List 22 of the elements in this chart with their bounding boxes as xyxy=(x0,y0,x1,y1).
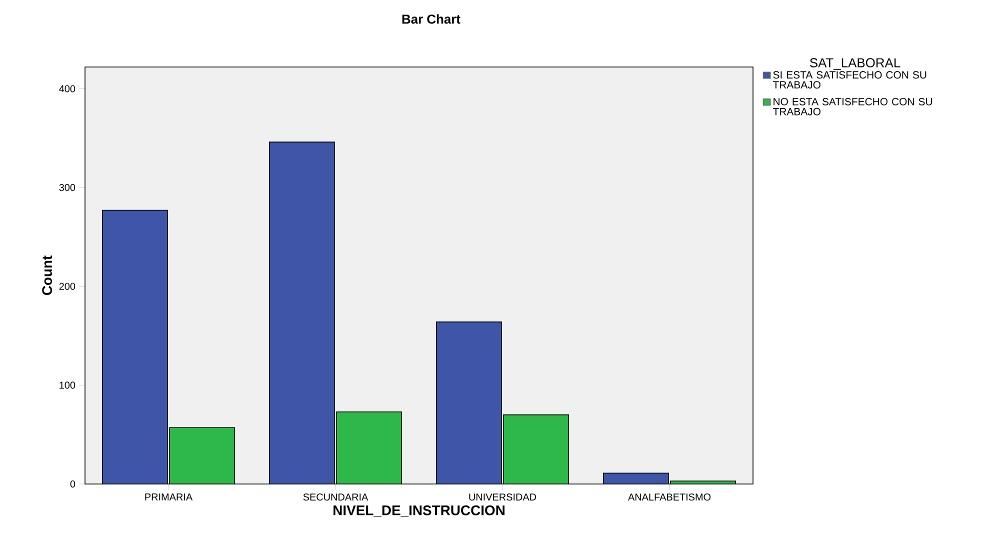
bar xyxy=(602,472,669,484)
legend-title: SAT_LABORAL xyxy=(810,58,900,70)
y-tick-label: 400 xyxy=(59,85,76,92)
bar xyxy=(436,322,502,484)
bar xyxy=(336,412,402,484)
legend-label: SI ESTA SATISFECHO CON SU TRABAJO xyxy=(772,71,926,89)
x-tick-label: SECUNDARIA xyxy=(303,494,368,501)
y-axis-title: Count xyxy=(42,256,52,296)
bar xyxy=(503,414,570,484)
x-tick-label: UNIVERSIDAD xyxy=(469,494,536,501)
bar xyxy=(269,142,335,484)
bar xyxy=(102,210,168,484)
y-tick-label: 100 xyxy=(60,382,76,389)
x-tick-label: PRIMARIA xyxy=(145,494,193,500)
y-tick-label: 200 xyxy=(59,282,76,290)
x-axis-title: NIVEL_DE_INSTRUCCION xyxy=(334,505,504,517)
bar xyxy=(169,427,236,484)
legend-label: NO ESTA SATISFECHO CON SU TRABAJO xyxy=(772,98,932,116)
y-tick-label: 300 xyxy=(59,184,76,192)
chart-title: Bar Chart xyxy=(402,14,460,24)
x-tick-label: ANALFABETISMO xyxy=(628,494,711,501)
y-tick-label: 0 xyxy=(70,480,76,488)
